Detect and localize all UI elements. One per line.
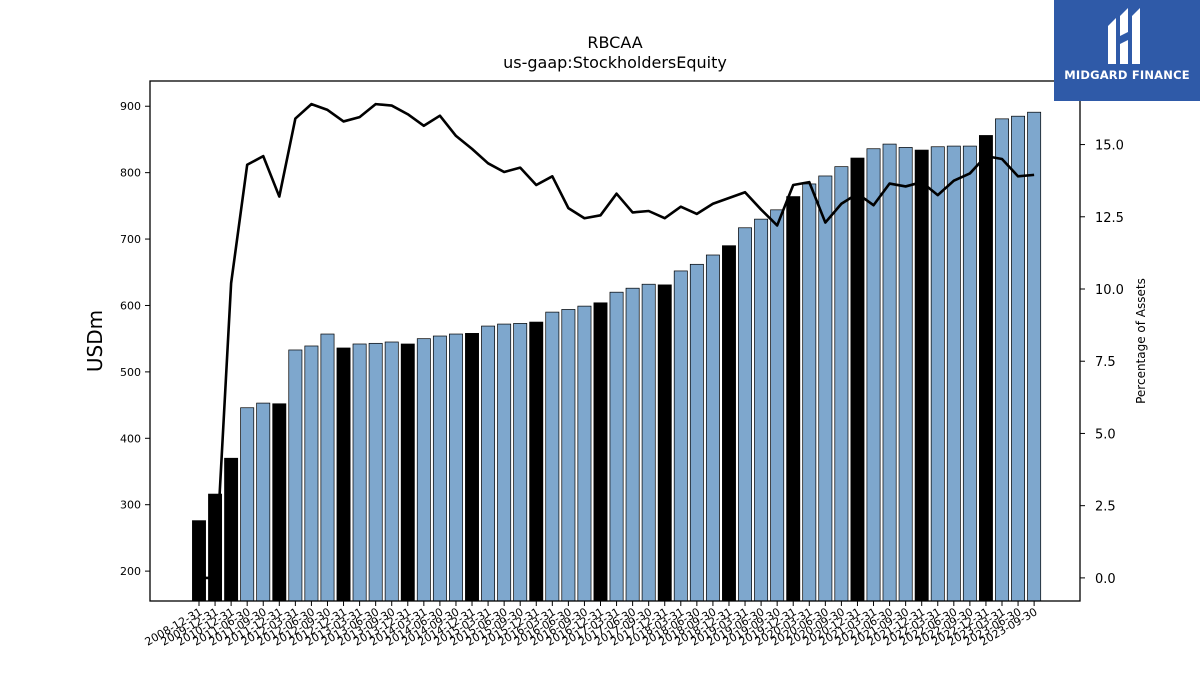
line-group	[199, 102, 1035, 580]
y-tick-label: 400	[120, 432, 141, 445]
y2-tick-label: 5.0	[1095, 427, 1116, 442]
bar	[545, 311, 560, 602]
bar	[224, 457, 239, 602]
bar	[738, 227, 752, 602]
percentage-line	[199, 102, 1035, 580]
bar	[946, 145, 961, 602]
bar	[995, 118, 1009, 602]
bar	[962, 145, 977, 602]
bar	[689, 263, 704, 602]
bar	[609, 291, 624, 602]
bar	[978, 135, 993, 602]
bar	[432, 335, 447, 602]
chart-title: RBCAA	[587, 33, 642, 52]
bar	[288, 349, 303, 602]
plot-frame	[149, 80, 1081, 602]
bar	[818, 175, 833, 602]
brand-name: MIDGARD FINANCE	[1064, 68, 1190, 82]
bar	[673, 270, 688, 602]
bar	[513, 323, 528, 602]
y-tick-label: 500	[120, 366, 141, 379]
bar	[256, 402, 271, 602]
bar	[770, 209, 785, 602]
brand-logo: MIDGARD FINANCE	[1054, 0, 1200, 101]
bar	[786, 196, 801, 602]
bar	[336, 347, 351, 602]
y2-tick-label: 7.5	[1095, 355, 1116, 370]
bar	[368, 342, 383, 602]
bar	[240, 407, 255, 602]
bar	[834, 166, 849, 602]
bar	[561, 309, 576, 602]
y2-tick-label: 2.5	[1095, 500, 1116, 515]
y-axis-label: USDm	[83, 310, 107, 372]
left-axis: 200 300 400 500 600 700 800 900	[120, 100, 150, 578]
bar	[416, 338, 431, 602]
bar	[320, 333, 335, 602]
y-tick-label: 300	[120, 499, 141, 512]
bar	[400, 343, 415, 602]
bar	[593, 302, 608, 602]
bar	[930, 146, 945, 602]
bar	[529, 321, 544, 602]
bar	[465, 333, 479, 602]
bar	[1027, 111, 1042, 602]
chart-subtitle: us-gaap:StockholdersEquity	[503, 53, 727, 72]
bar	[192, 520, 206, 602]
bar	[625, 287, 640, 602]
y2-tick-label: 10.0	[1095, 283, 1124, 298]
y2-tick-label: 15.0	[1095, 139, 1124, 154]
bar	[577, 305, 592, 602]
midgard-logo-icon	[1108, 8, 1140, 64]
bar	[272, 403, 287, 602]
right-axis: 0.0 2.5 5.0 7.5 10.0 12.5 15.0	[1080, 139, 1124, 587]
bar	[304, 345, 319, 602]
y-tick-label: 600	[120, 299, 141, 312]
y2-axis-label: Percentage of Assets	[1134, 278, 1148, 404]
bar	[641, 283, 656, 602]
y-tick-label: 200	[120, 565, 141, 578]
bar	[481, 325, 496, 602]
y2-tick-label: 12.5	[1095, 211, 1124, 226]
y2-tick-label: 0.0	[1095, 572, 1116, 587]
y-tick-label: 800	[120, 167, 141, 180]
y-tick-label: 900	[120, 100, 141, 113]
bar	[722, 245, 736, 602]
y-tick-label: 700	[120, 233, 141, 246]
bar	[352, 343, 367, 602]
bar	[898, 147, 913, 602]
bar	[850, 157, 865, 602]
bar	[914, 149, 929, 602]
bar	[802, 183, 817, 602]
bar	[497, 323, 512, 602]
bar	[705, 254, 720, 602]
bar	[657, 284, 672, 602]
bar	[384, 341, 399, 602]
bar	[449, 333, 463, 602]
x-axis: 2008-12-312009-12-312010-12-312011-06-30…	[143, 601, 1040, 649]
bar	[882, 143, 897, 602]
bar	[754, 218, 769, 602]
bar	[1011, 115, 1026, 602]
bar	[866, 148, 881, 602]
